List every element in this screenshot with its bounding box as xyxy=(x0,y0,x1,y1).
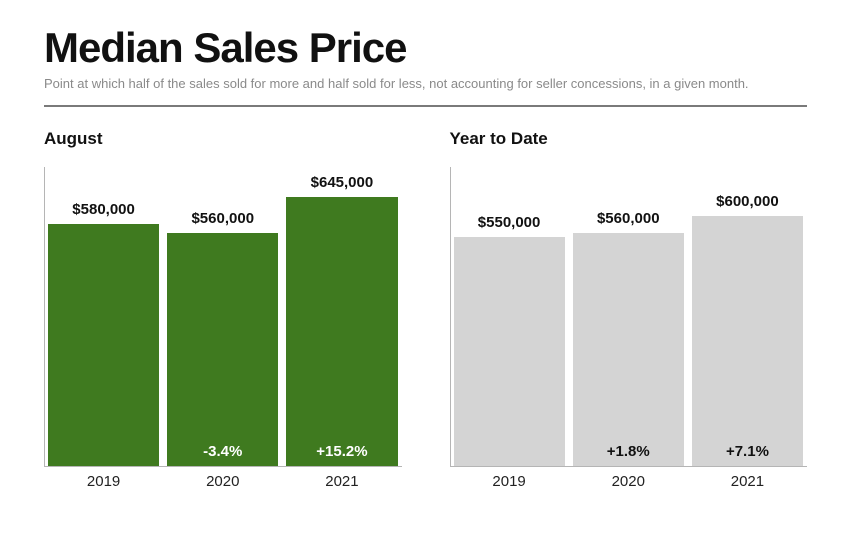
bar-slot: $580,000 xyxy=(48,224,159,466)
bar-delta-label: -3.4% xyxy=(167,443,278,460)
bar-delta-label: +1.8% xyxy=(573,443,684,460)
bar-value-label: $580,000 xyxy=(48,201,159,224)
x-label: 2019 xyxy=(48,473,159,490)
x-label: 2021 xyxy=(286,473,397,490)
chart-panel-august: August $580,000 $560,000 -3.4% $645,000 xyxy=(44,129,402,490)
x-label: 2021 xyxy=(692,473,803,490)
x-label: 2020 xyxy=(573,473,684,490)
bar-2021-august: $645,000 +15.2% xyxy=(286,197,397,466)
bar-slot: $600,000 +7.1% xyxy=(692,216,803,466)
bar-delta-label: +15.2% xyxy=(286,443,397,460)
bar-slot: $550,000 xyxy=(454,237,565,466)
bar-value-label: $600,000 xyxy=(692,193,803,216)
bar-slot: $560,000 -3.4% xyxy=(167,233,278,466)
bar-slot: $645,000 +15.2% xyxy=(286,197,397,466)
chart-plot-august: $580,000 $560,000 -3.4% $645,000 +15.2% xyxy=(44,167,402,467)
bar-value-label: $560,000 xyxy=(167,210,278,233)
report-page: Median Sales Price Point at which half o… xyxy=(0,0,851,553)
bar-delta-label: +7.1% xyxy=(692,443,803,460)
chart-title-august: August xyxy=(44,129,402,149)
bar-2019-august: $580,000 xyxy=(48,224,159,466)
bar-value-label: $645,000 xyxy=(286,174,397,197)
charts-row: August $580,000 $560,000 -3.4% $645,000 xyxy=(44,129,807,490)
chart-panel-ytd: Year to Date $550,000 $560,000 +1.8% $60… xyxy=(450,129,808,490)
bar-2019-ytd: $550,000 xyxy=(454,237,565,466)
chart-plot-ytd: $550,000 $560,000 +1.8% $600,000 +7.1% xyxy=(450,167,808,467)
bar-2021-ytd: $600,000 +7.1% xyxy=(692,216,803,466)
x-axis-ytd: 2019 2020 2021 xyxy=(450,473,808,490)
x-axis-august: 2019 2020 2021 xyxy=(44,473,402,490)
bar-2020-august: $560,000 -3.4% xyxy=(167,233,278,466)
x-label: 2019 xyxy=(454,473,565,490)
page-title: Median Sales Price xyxy=(44,24,807,72)
bar-2020-ytd: $560,000 +1.8% xyxy=(573,233,684,466)
chart-title-ytd: Year to Date xyxy=(450,129,808,149)
bar-value-label: $560,000 xyxy=(573,210,684,233)
bar-slot: $560,000 +1.8% xyxy=(573,233,684,466)
bar-value-label: $550,000 xyxy=(454,214,565,237)
page-subtitle: Point at which half of the sales sold fo… xyxy=(44,76,807,91)
x-label: 2020 xyxy=(167,473,278,490)
divider xyxy=(44,105,807,107)
